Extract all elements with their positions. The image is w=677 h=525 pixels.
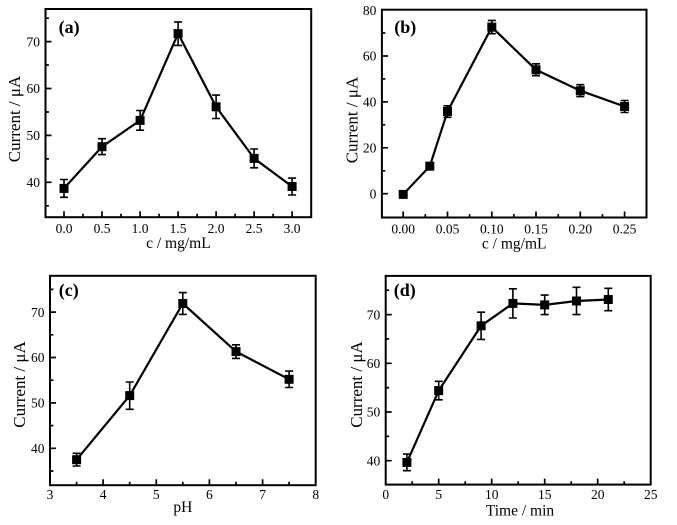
svg-text:0: 0 bbox=[370, 186, 377, 201]
svg-text:60: 60 bbox=[31, 350, 45, 365]
svg-text:0.15: 0.15 bbox=[524, 221, 548, 236]
svg-text:4: 4 bbox=[100, 487, 107, 502]
svg-text:Current / μA: Current / μA bbox=[343, 76, 362, 163]
svg-text:6: 6 bbox=[206, 487, 213, 502]
svg-text:70: 70 bbox=[27, 34, 41, 49]
svg-text:3: 3 bbox=[47, 487, 54, 502]
svg-text:70: 70 bbox=[31, 305, 45, 320]
svg-text:50: 50 bbox=[27, 128, 41, 143]
svg-text:80: 80 bbox=[363, 3, 377, 18]
svg-text:pH: pH bbox=[173, 499, 192, 516]
svg-text:25: 25 bbox=[644, 487, 658, 502]
svg-text:(c): (c) bbox=[59, 280, 79, 301]
svg-text:Current / μA: Current / μA bbox=[10, 341, 29, 428]
svg-text:0.5: 0.5 bbox=[94, 221, 111, 236]
svg-text:7: 7 bbox=[259, 487, 266, 502]
svg-text:2.5: 2.5 bbox=[246, 221, 263, 236]
svg-text:0.05: 0.05 bbox=[436, 221, 460, 236]
svg-text:60: 60 bbox=[367, 356, 381, 371]
svg-text:40: 40 bbox=[367, 453, 381, 468]
svg-text:3.0: 3.0 bbox=[284, 221, 301, 236]
svg-text:10: 10 bbox=[485, 487, 499, 502]
svg-text:1.5: 1.5 bbox=[170, 221, 187, 236]
svg-text:40: 40 bbox=[31, 441, 45, 456]
svg-text:0.10: 0.10 bbox=[480, 221, 504, 236]
svg-text:60: 60 bbox=[363, 49, 377, 64]
svg-text:0: 0 bbox=[382, 487, 389, 502]
svg-text:5: 5 bbox=[153, 487, 160, 502]
svg-text:5: 5 bbox=[435, 487, 442, 502]
svg-text:0.0: 0.0 bbox=[56, 221, 73, 236]
svg-text:0.20: 0.20 bbox=[568, 221, 592, 236]
svg-text:50: 50 bbox=[31, 396, 45, 411]
svg-text:50: 50 bbox=[367, 405, 381, 420]
svg-text:20: 20 bbox=[591, 487, 605, 502]
svg-text:60: 60 bbox=[27, 81, 41, 96]
svg-text:2.0: 2.0 bbox=[208, 221, 225, 236]
svg-text:1.0: 1.0 bbox=[132, 221, 149, 236]
svg-text:Current / μA: Current / μA bbox=[5, 75, 24, 162]
svg-text:40: 40 bbox=[363, 95, 377, 110]
svg-text:(a): (a) bbox=[59, 17, 80, 38]
svg-text:c / mg/mL: c / mg/mL bbox=[146, 235, 211, 252]
svg-text:(d): (d) bbox=[394, 280, 416, 301]
svg-text:Time / min: Time / min bbox=[486, 503, 555, 520]
svg-text:c / mg/mL: c / mg/mL bbox=[482, 235, 547, 252]
svg-text:Current / μA: Current / μA bbox=[347, 341, 366, 428]
svg-text:40: 40 bbox=[27, 175, 41, 190]
svg-text:8: 8 bbox=[312, 487, 319, 502]
svg-text:15: 15 bbox=[538, 487, 552, 502]
svg-text:0.25: 0.25 bbox=[613, 221, 637, 236]
svg-text:0.00: 0.00 bbox=[391, 221, 415, 236]
svg-text:20: 20 bbox=[363, 141, 377, 156]
svg-text:(b): (b) bbox=[394, 17, 416, 38]
svg-text:70: 70 bbox=[367, 307, 381, 322]
